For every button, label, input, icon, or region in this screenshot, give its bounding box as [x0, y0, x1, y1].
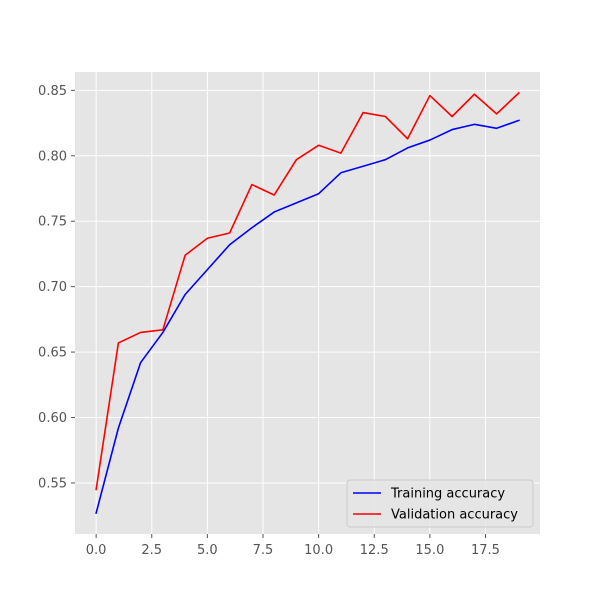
y-tick-label: 0.75	[38, 215, 67, 230]
x-tick-label: 12.5	[360, 543, 389, 558]
y-tick-label: 0.85	[38, 84, 67, 99]
series-lines	[95, 91, 520, 515]
x-tick-label: 17.5	[471, 543, 500, 558]
y-tick-label: 0.70	[38, 280, 67, 295]
legend: Training accuracy Validation accuracy	[346, 479, 534, 528]
x-tick-label: 0.0	[86, 543, 107, 558]
legend-label: Validation accuracy	[391, 508, 518, 523]
x-tick-label: 7.5	[253, 543, 274, 558]
x-tick-label: 10.0	[304, 543, 333, 558]
x-tick-label: 2.5	[141, 543, 162, 558]
y-tick-label: 0.55	[38, 476, 67, 491]
legend-box	[346, 479, 534, 528]
x-tick-label: 5.0	[197, 543, 218, 558]
y-axis-ticks: 0.55 0.60 0.65 0.70 0.75 0.80 0.85	[38, 84, 75, 491]
legend-label: Training accuracy	[390, 487, 505, 502]
grid-lines	[75, 72, 540, 534]
y-tick-label: 0.60	[38, 411, 67, 426]
x-axis-ticks: 0.0 2.5 5.0 7.5 10.0 12.5 15.0 17.5	[86, 534, 500, 558]
y-tick-label: 0.65	[38, 346, 67, 361]
series-line-validation-accuracy	[95, 91, 520, 491]
y-tick-label: 0.80	[38, 149, 67, 164]
x-tick-label: 15.0	[415, 543, 444, 558]
plot-background	[75, 72, 540, 534]
series-line-training-accuracy	[95, 119, 520, 515]
